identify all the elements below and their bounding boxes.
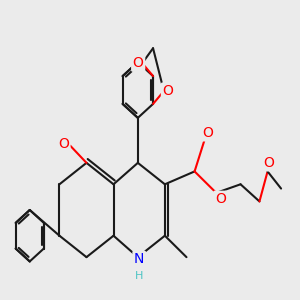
- Text: O: O: [263, 156, 274, 170]
- Text: H: H: [135, 272, 143, 281]
- Text: O: O: [163, 84, 173, 98]
- Text: O: O: [58, 136, 69, 151]
- Text: O: O: [215, 192, 226, 206]
- Text: O: O: [133, 56, 144, 70]
- Text: N: N: [134, 252, 144, 266]
- Text: O: O: [203, 126, 214, 140]
